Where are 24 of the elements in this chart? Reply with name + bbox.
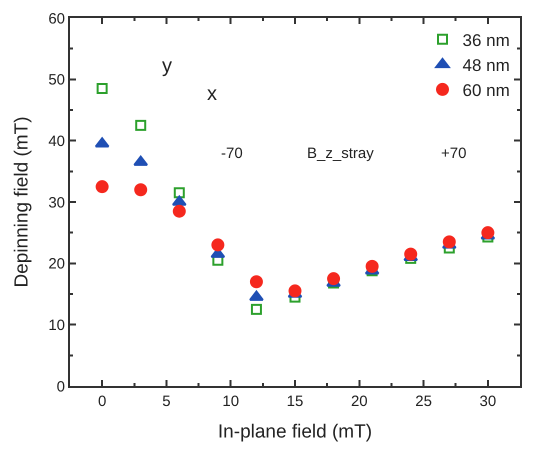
x-tick-label: 15 [286,393,304,410]
annotation: y [162,55,172,77]
x-tick-label: 5 [162,393,171,410]
legend-label: 48 nm [462,56,510,75]
annotation: -70 [221,145,243,162]
annotation: +70 [441,145,466,162]
y-axis-title: Depinning field (mT) [12,116,33,288]
legend-label: 36 nm [462,30,510,50]
y-tick-label: 40 [48,132,65,150]
y-tick-label: 50 [48,72,65,89]
x-tick-label: 0 [98,393,106,410]
x-tick-label: 25 [415,393,432,410]
x-tick-label: 10 [222,393,240,410]
y-tick-label: 0 [56,378,65,396]
annotation: B_z_stray [307,145,374,162]
x-axis-title: In-plane field (mT) [218,421,372,442]
y-tick-label: 10 [48,316,65,334]
y-tick-label: 30 [48,194,65,212]
y-tick-label: 60 [48,10,65,28]
x-tick-label: 20 [350,393,368,410]
legend-label: 60 nm [462,81,510,100]
x-tick-label: 30 [480,393,496,410]
y-tick-label: 20 [48,256,65,273]
annotation: x [207,83,217,105]
